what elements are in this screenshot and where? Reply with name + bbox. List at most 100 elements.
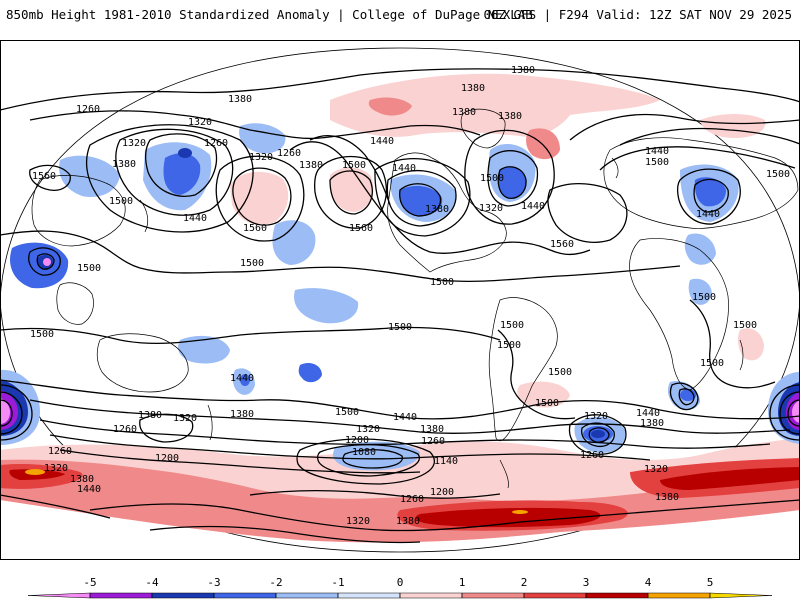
label-1320-so-mid: 1320 [356,424,380,435]
contour-1500-afr [689,299,776,389]
colorbar-segment [461,592,525,599]
label-1500-sam-c: 1500 [548,367,572,378]
label-1500-sam-b: 1500 [497,340,521,351]
contour-1200-s [59,449,421,474]
label-1320-so-e2: 1320 [644,464,668,475]
negative-anomaly-trop-pac2 [294,288,359,324]
label-1320-c: 1320 [249,152,273,163]
contour-1260-eastus [497,166,527,199]
colorbar-segment [89,592,153,599]
contour-e-low-3 [787,399,800,427]
colorbar-segment [647,592,711,599]
label-1440-ecan: 1440 [392,163,416,174]
positive-anomaly-pac2 [329,167,374,212]
label-1320-so-w: 1320 [44,463,68,474]
coast-se-asia [56,282,94,325]
colorbar-tick-label: 0 [397,576,404,589]
contour-1500-pac-loop [215,155,305,242]
contour-w-low-3 [0,399,13,427]
contour-1320-s [39,419,771,449]
label-1380-north: 1380 [511,65,535,76]
contour-w-low-1 [0,384,33,441]
negative-anomaly-trop-pac [272,220,316,265]
contour-1200-loop [296,438,436,485]
label-1380-greenland: 1380 [452,107,476,118]
negative-anomaly-eastus-core [498,167,527,199]
contour-1380-north [0,68,800,111]
colorbar-tick-label: -4 [145,576,159,589]
label-1380-so-e: 1380 [640,418,664,429]
negative-anomaly-wpac-tc-eye [43,258,51,266]
label-1500-so-mid: 1500 [335,407,359,418]
colorbar-tick-label: 5 [707,576,714,589]
colorbar-segment [27,592,91,599]
contour-1140-satl [588,427,610,443]
contour-1560-atl [547,183,628,243]
colorbar-segment [399,592,463,599]
positive-anomaly-npac [230,171,289,225]
negative-anomaly-aleutian-min [178,148,192,158]
contour-tc-2 [36,253,55,270]
label-1380-npac: 1380 [228,94,252,105]
orange-anomaly-amundsen [512,510,528,514]
negative-anomaly-southatl-min [591,430,605,438]
positive-anomaly-satl [517,381,570,408]
colorbar-segment [585,592,649,599]
positive-anomaly-hudson [526,128,560,160]
colorbar-segment [275,592,339,599]
label-1560-atl: 1560 [550,239,574,250]
coast-greenland [460,108,506,149]
contour-sio-2 [678,388,695,406]
colorbar-segment [337,592,401,599]
negative-anomaly-asia-core [694,177,726,207]
colorbar-tick-labels: -5 -4 -3 -2 -1 0 1 2 3 4 5 [83,576,713,589]
positive-anomaly-arctic [330,73,660,137]
label-1380-so-mid2: 1380 [396,516,420,527]
label-1440-na: 1440 [370,136,394,147]
label-1200-so-a: 1200 [155,453,179,464]
label-1560-asia: 1560 [32,171,56,182]
positive-anomaly-safrica [737,328,764,361]
label-1380-so-w: 1380 [70,474,94,485]
contour-e-low-2 [779,391,800,435]
contour-1260-satl-loop [568,414,627,455]
label-1500-natl: 1500 [430,277,454,288]
contour-1440-asia-loop [676,168,741,225]
label-1320-so-mid2: 1320 [346,516,370,527]
orange-anomaly-west [25,469,45,475]
contour-1380-s [29,399,791,434]
label-1380-c: 1380 [299,160,323,171]
label-1440-mideast: 1440 [696,209,720,220]
contour-1260-s2 [249,489,501,499]
contour-1320-aleutian [115,128,234,216]
contour-1440-na [309,135,391,206]
label-1440-so-mid: 1440 [393,412,417,423]
contour-1260-westus [399,183,442,217]
colorbar-segments [27,592,773,599]
negative-anomaly-westus-core [399,185,443,216]
anomaly-shading [0,73,800,543]
contour-sio-1 [669,382,699,411]
label-1500-afr-b: 1500 [733,320,757,331]
label-1380-so-a: 1380 [138,410,162,421]
contour-1500-trop-s [0,326,501,345]
contour-1500-eurasia [599,146,796,171]
label-1080-so-mid: 1080 [352,447,376,458]
coast-madagascar [739,339,744,371]
colorbar-tick-label: 3 [583,576,590,589]
label-1260-nw: 1260 [76,104,100,115]
contour-1200-sw-loop [139,413,194,443]
label-1140-so-mid: 1140 [434,456,458,467]
map-title: 850mb Height 1981-2010 Standardized Anom… [6,7,533,22]
contour-1560-pac [232,167,292,226]
negative-anomaly-ind2 [178,335,230,364]
coast-australia [96,333,189,393]
extreme-anomaly-amundsen [415,507,601,528]
label-1260-c: 1260 [277,148,301,159]
contour-1320-south-pole [149,525,421,544]
height-contours [0,68,800,544]
label-1380-so-mid: 1380 [420,424,444,435]
label-1380-so-e2: 1380 [655,492,679,503]
label-1260-so-w: 1260 [48,446,72,457]
label-1560-pac: 1560 [243,223,267,234]
